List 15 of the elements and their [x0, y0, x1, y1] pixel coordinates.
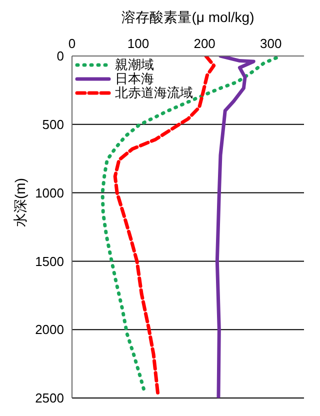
y-tick-label: 1000	[35, 185, 64, 200]
x-tick-label: 100	[127, 36, 150, 51]
x-axis-title: 溶存酸素量(μ mol/kg)	[122, 8, 254, 25]
legend-label: 北赤道海流域	[115, 85, 193, 100]
y-tick-label: 2000	[35, 322, 64, 338]
x-tick-label: 200	[194, 36, 216, 51]
y-tick-label: 2500	[35, 390, 64, 406]
y-tick-label: 0	[56, 48, 64, 64]
y-tick-label: 500	[42, 117, 64, 132]
x-tick-label: 300	[260, 36, 282, 51]
x-tick-label: 0	[68, 36, 76, 51]
legend-label: 日本海	[115, 71, 154, 86]
y-tick-label: 1500	[35, 254, 64, 269]
legend-label: 親潮域	[115, 57, 154, 72]
y-axis-title: 水深(m)	[12, 178, 28, 227]
